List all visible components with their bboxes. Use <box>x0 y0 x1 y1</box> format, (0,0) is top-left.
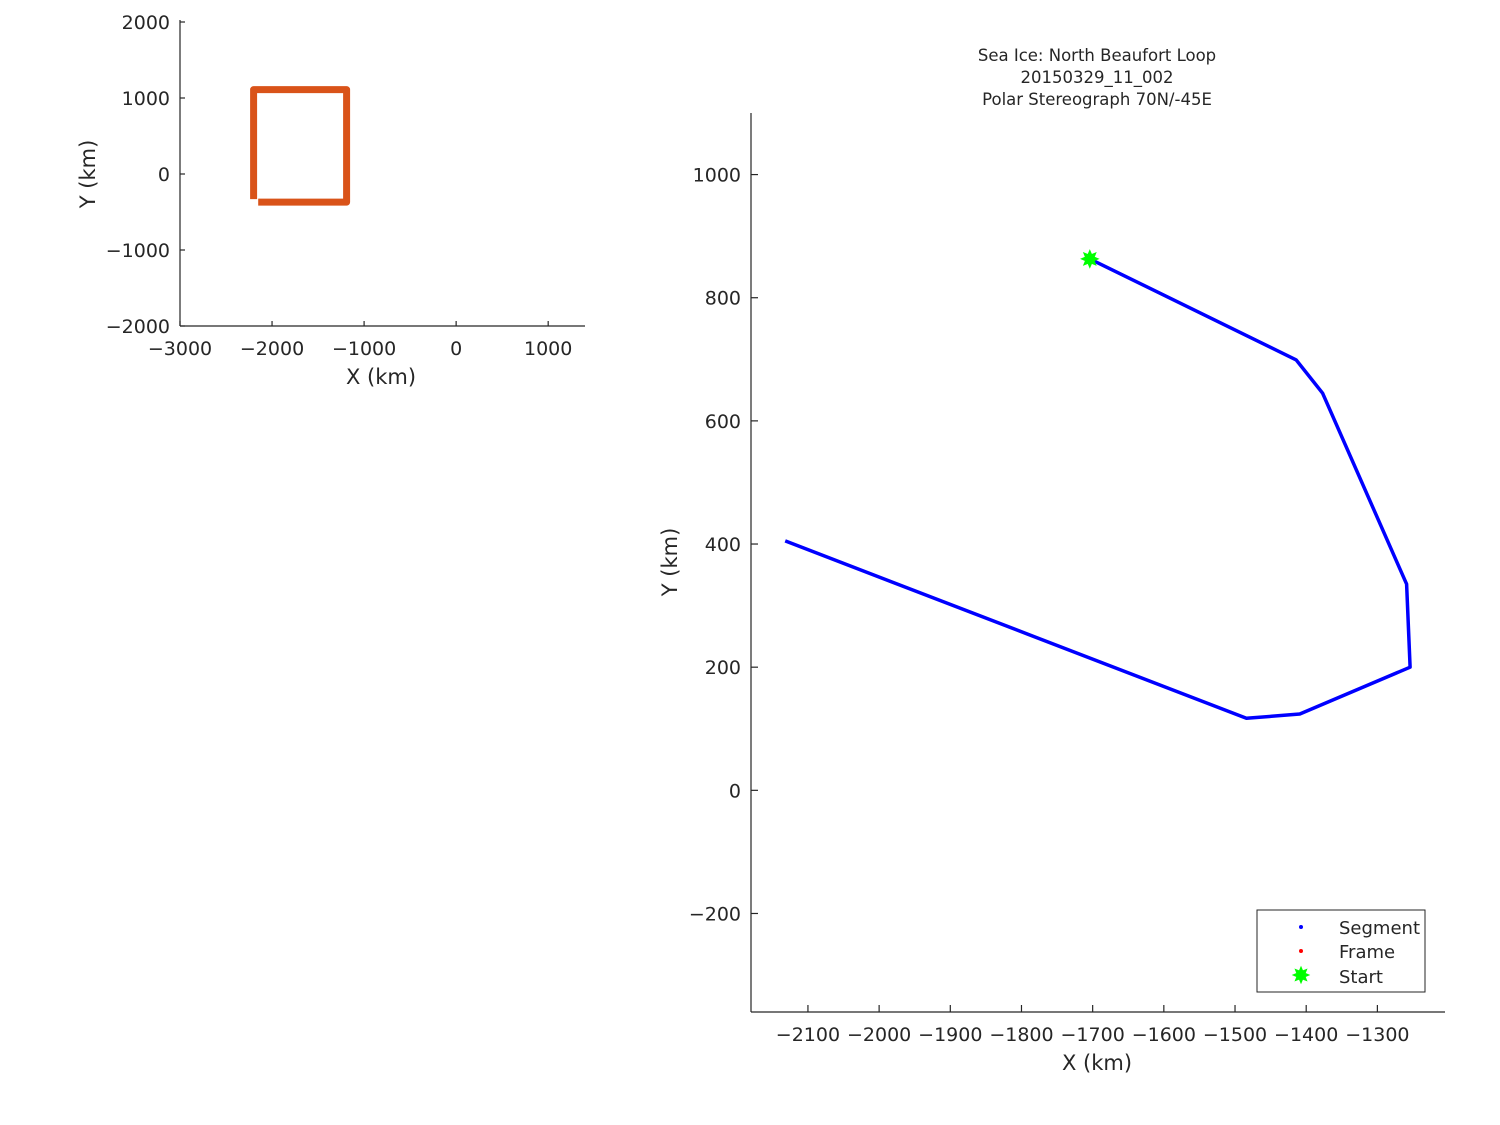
chart-title-line-3: Polar Stereograph 70N/-45E <box>982 90 1212 109</box>
segment-track-line <box>784 257 1412 721</box>
track-x-axis-label: X (km) <box>1062 1051 1132 1075</box>
track-y-tick-label: 800 <box>705 288 741 310</box>
track-x-tick-label: −1800 <box>989 1024 1053 1046</box>
track-y-tick-label: −200 <box>689 903 741 925</box>
track-plot-area <box>784 249 1412 721</box>
track-y-tick-label: 600 <box>705 411 741 433</box>
overview-x-axis-label: X (km) <box>346 365 416 389</box>
chart-title-line-1: Sea Ice: North Beaufort Loop <box>978 46 1216 65</box>
track-x-tick-label: −2000 <box>847 1024 911 1046</box>
overview-axes: −3000 −2000 −1000 0 1000 −2000−1000010002000… <box>76 12 585 389</box>
legend-marker-segment <box>1299 925 1303 929</box>
legend-marker-start <box>1291 965 1311 985</box>
overview-x-tick-label: −2000 <box>240 338 304 360</box>
legend-star-shape <box>1291 965 1311 985</box>
legend: Segment Frame Start <box>1256 909 1426 993</box>
chart-title-line-2: 20150329_11_002 <box>1021 68 1174 88</box>
start-marker <box>1080 249 1100 269</box>
overview-y-tick-label: 1000 <box>122 88 170 110</box>
track-y-ticks: −200 0 200 400 600 800 1000 <box>689 165 758 925</box>
track-x-tick-label: −2100 <box>776 1024 840 1046</box>
track-x-tick-label: −1900 <box>918 1024 982 1046</box>
track-x-tick-label: −1400 <box>1274 1024 1338 1046</box>
legend-box <box>1256 909 1426 993</box>
overview-x-tick-label: 1000 <box>524 338 572 360</box>
track-x-tick-label: −1600 <box>1132 1024 1196 1046</box>
track-axes: Sea Ice: North Beaufort Loop 20150329_11… <box>658 46 1445 1075</box>
legend-label-segment: Segment <box>1339 918 1420 939</box>
overview-x-ticks: −3000 −2000 −1000 0 1000 <box>148 321 572 360</box>
overview-x-tick-label: −1000 <box>332 338 396 360</box>
overview-y-tick-label: −2000 <box>106 316 170 338</box>
overview-y-ticks: −2000 −1000 0 1000 2000 <box>106 12 185 338</box>
overview-y-tick-label: −1000 <box>106 240 170 262</box>
legend-marker-frame <box>1299 949 1303 953</box>
overview-y-axis-label: Y (km) <box>76 140 100 210</box>
overview-x-tick-label: 0 <box>450 338 462 360</box>
track-x-ticks: −2100 −2000 −1900 −1800 −1700 −1600 −1500 −1400… <box>776 1005 1410 1046</box>
track-x-tick-label: −1500 <box>1203 1024 1267 1046</box>
track-y-tick-label: 400 <box>705 534 741 556</box>
overview-y-tick-label: 0 <box>158 164 170 186</box>
overview-y-tick-label: 2000 <box>122 12 170 34</box>
track-x-tick-label: −1700 <box>1061 1024 1125 1046</box>
track-y-tick-label: 200 <box>705 657 741 679</box>
track-x-tick-label: −1300 <box>1345 1024 1409 1046</box>
overview-x-tick-label: −3000 <box>148 338 212 360</box>
legend-label-start: Start <box>1339 967 1383 988</box>
legend-label-frame: Frame <box>1339 942 1395 963</box>
track-y-tick-label: 0 <box>729 780 741 802</box>
track-y-axis-label: Y (km) <box>658 528 682 598</box>
overview-region-outline <box>250 86 351 206</box>
track-y-tick-label: 1000 <box>693 165 741 187</box>
overview-plot-area <box>250 86 351 206</box>
